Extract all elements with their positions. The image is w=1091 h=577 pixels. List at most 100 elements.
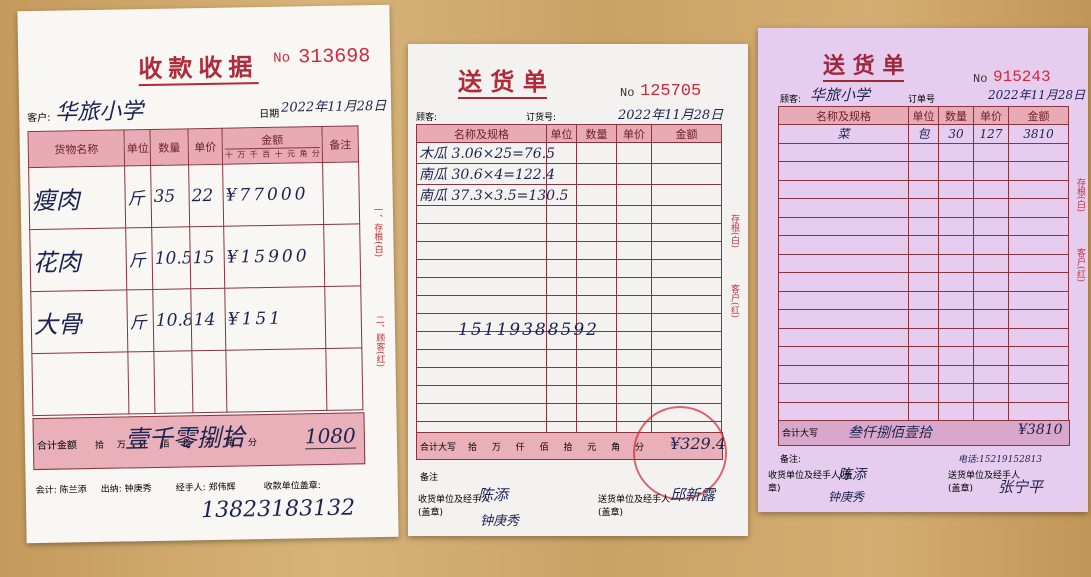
cell: [651, 163, 722, 185]
order-label: 订货号:: [526, 113, 557, 123]
cell: [31, 351, 129, 416]
cell: [778, 327, 909, 347]
cell: [908, 198, 939, 218]
cell: [938, 198, 974, 218]
cell: [778, 235, 909, 255]
table-row: [778, 179, 1069, 199]
cell: 斤: [125, 227, 153, 290]
cell: [416, 223, 547, 242]
stamp: [633, 406, 727, 500]
table-row: [416, 223, 722, 242]
cell: [1008, 198, 1069, 218]
phone: 15119388592: [458, 320, 599, 340]
header-row: 货物名称 单位 数量 单价 金额十万千百十元角分备注: [27, 125, 359, 168]
cell: [908, 142, 939, 162]
cell: [416, 277, 547, 296]
handler: 经手人: 郑伟辉: [175, 482, 236, 494]
cell: 10.5: [151, 226, 191, 290]
cell: [546, 403, 577, 422]
stamp-label: 收款单位盖章:: [263, 481, 321, 493]
side-note: 一、存根(白): [371, 204, 383, 258]
column-header: 金额十万千百十元角分: [221, 126, 323, 165]
table-row: 大骨斤 10.8 14 ¥151: [30, 285, 362, 354]
cell: [973, 198, 1009, 218]
cell: [651, 385, 722, 404]
cell: [938, 364, 974, 384]
cell: [938, 161, 974, 181]
amount-unit: 元: [286, 148, 296, 159]
cell: [546, 259, 577, 278]
cell: [546, 223, 577, 242]
cell: [778, 346, 909, 366]
column-header: 名称及规格: [778, 106, 909, 125]
cell: 斤: [126, 289, 154, 352]
table-row: [778, 253, 1069, 273]
customer: 华旅小学: [54, 99, 144, 126]
cell: [973, 142, 1009, 162]
cell: [576, 223, 617, 242]
cell: [908, 364, 939, 384]
table-row: [416, 367, 722, 386]
column-header: 数量: [576, 124, 617, 143]
cell: [1008, 235, 1069, 255]
accountant: 会计: 陈兰添: [35, 485, 87, 497]
table-row: [778, 142, 1069, 162]
cell: [225, 348, 327, 413]
cell: [908, 327, 939, 347]
cell: [973, 290, 1009, 310]
cell: [651, 295, 722, 314]
cell: [1008, 290, 1069, 310]
amount-unit: 分: [311, 148, 320, 158]
cell: [778, 383, 909, 403]
cell: [576, 163, 617, 185]
cell: 3810: [1008, 124, 1069, 144]
date: 2022年11月28日: [280, 98, 387, 116]
cell: [651, 259, 722, 278]
column-header: 金额: [651, 124, 722, 143]
receiver: 陈添: [478, 486, 509, 504]
table-row: [778, 383, 1069, 403]
title: 送 货 单: [458, 62, 547, 99]
cell: [973, 161, 1009, 181]
cell: [778, 309, 909, 329]
cell: [191, 350, 227, 413]
header-row: 名称及规格 单位 数量 单价 金额: [416, 124, 722, 143]
cell: [908, 253, 939, 273]
sender-label: 送货单位及经手人(盖章): [598, 495, 671, 518]
cell: [416, 385, 547, 404]
total: 1080: [304, 423, 356, 450]
cell: 瘦肉: [28, 165, 126, 230]
date-label: 日期: [259, 108, 280, 121]
cell: 15: [189, 226, 225, 289]
side-note: 二、顾客(红): [373, 314, 385, 368]
table-row: [778, 290, 1069, 310]
cell: 木瓜 3.06×25=76.5: [416, 142, 555, 164]
cell: [416, 259, 547, 278]
cell: [908, 309, 939, 329]
amount-unit: 百: [262, 149, 271, 159]
phone: 电话:15219152813: [958, 455, 1043, 465]
number-label: No: [273, 50, 291, 67]
cell: [616, 223, 652, 242]
table-row: [778, 235, 1069, 255]
cell: [1008, 401, 1069, 421]
table-row: [416, 331, 722, 350]
cell: [1008, 216, 1069, 236]
cell: [546, 241, 577, 260]
cell: [616, 349, 652, 368]
cell: 22: [188, 164, 224, 227]
cell: [908, 179, 939, 199]
cell: [1008, 253, 1069, 273]
column-header: 名称及规格: [416, 124, 547, 143]
cell: [938, 309, 974, 329]
column-header: 备注: [321, 125, 359, 163]
cell: [153, 350, 193, 414]
receiver-2: 钟庚秀: [828, 490, 865, 504]
cell: [416, 367, 547, 386]
cell: [778, 198, 909, 218]
cell: 斤: [124, 165, 152, 228]
cell: [938, 290, 974, 310]
cell: [576, 205, 617, 224]
cell: 包: [908, 124, 939, 144]
remark-label: 备注:: [780, 455, 802, 465]
